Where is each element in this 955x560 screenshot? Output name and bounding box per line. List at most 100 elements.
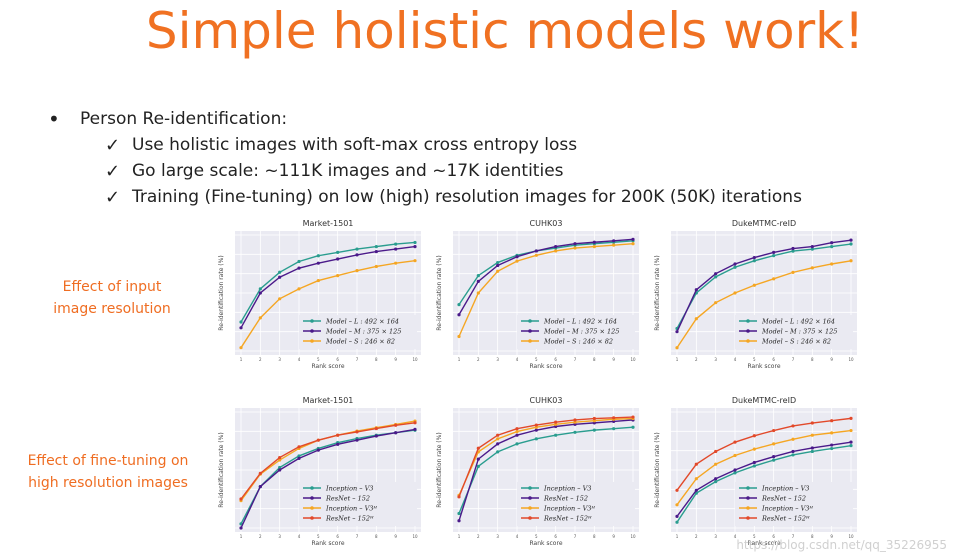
data-point [631, 415, 635, 419]
legend-label: ResNet – 152 [761, 494, 806, 502]
legend-marker [310, 496, 314, 500]
data-point [413, 240, 417, 245]
legend-marker [310, 506, 314, 510]
x-tick-label: 7 [356, 357, 359, 362]
data-point [752, 283, 756, 287]
data-point [714, 480, 718, 484]
legend-label: ResNet – 152 [325, 494, 370, 502]
legend-label: Inception – V3 [543, 484, 591, 492]
data-point [496, 450, 500, 454]
data-point [714, 301, 718, 305]
data-point [791, 424, 795, 428]
data-point [297, 266, 301, 270]
data-point [573, 242, 577, 246]
data-point [752, 464, 756, 468]
legend-label: Model – M : 375 × 125 [543, 327, 619, 335]
data-point [258, 287, 262, 291]
data-point [849, 238, 853, 242]
data-point [675, 520, 679, 524]
data-point [675, 503, 679, 507]
data-point [573, 430, 577, 434]
legend-label: Model – S : 246 × 82 [761, 337, 831, 345]
x-tick-label: 7 [792, 357, 795, 362]
data-point [355, 438, 359, 442]
x-tick-label: 9 [612, 357, 615, 362]
legend-label: ResNet – 152 [543, 494, 588, 502]
watermark: https://blog.csdn.net/qq_35226955 [736, 538, 947, 552]
data-point [791, 249, 795, 253]
data-point [476, 279, 480, 283]
chart-cuhk-finetune: 1 2 3 4 5 6 7 8 9 10 CUHK03 Rank score Re-identifica… [425, 392, 645, 547]
x-tick-label: 9 [394, 534, 397, 539]
data-point [534, 423, 538, 427]
x-tick-label: 6 [772, 357, 775, 362]
data-point [810, 266, 814, 270]
series-line [458, 419, 634, 521]
chart-title: DukeMTMC-reID [732, 219, 796, 228]
legend-marker [528, 319, 532, 323]
data-point [278, 458, 282, 462]
data-point [554, 249, 558, 253]
legend-label: ResNet – 152ᴴ [325, 514, 374, 522]
series-line [240, 241, 416, 323]
data-point [733, 291, 737, 295]
x-tick-label: 10 [412, 534, 418, 539]
chart-title: DukeMTMC-reID [732, 396, 796, 405]
chart-duke-finetune: 1 2 3 4 5 6 7 8 9 10 DukeMTMC-reID Rank score Re-ide… [643, 392, 863, 547]
x-tick-label: 5 [317, 534, 320, 539]
bullet-text: Use holistic images with soft-max cross … [132, 135, 578, 155]
x-axis-label: Rank score [311, 363, 344, 370]
data-point [791, 270, 795, 274]
x-tick-label: 10 [630, 357, 636, 362]
data-point [534, 437, 538, 441]
x-tick-label: 2 [695, 357, 698, 362]
data-point [810, 449, 814, 454]
x-tick-label: 6 [336, 534, 339, 539]
data-point [714, 462, 718, 466]
data-point [612, 243, 616, 247]
x-tick-label: 2 [695, 534, 698, 539]
data-point [496, 263, 500, 268]
y-axis-label: Re-identification rate (%) [218, 432, 225, 507]
series-line [676, 441, 852, 517]
data-point [476, 457, 480, 461]
legend-marker [746, 329, 750, 333]
x-tick-label: 1 [240, 534, 243, 539]
data-point [592, 416, 596, 421]
chart-svg: 1 2 3 4 5 6 7 8 9 10 Market-1501 Rank score Re-ident… [218, 396, 421, 547]
data-point [239, 526, 243, 530]
data-point [573, 246, 577, 250]
x-tick-label: 8 [593, 534, 596, 539]
legend-marker [746, 496, 750, 500]
data-point [830, 245, 834, 249]
legend-marker [528, 486, 532, 490]
data-point [791, 449, 795, 454]
data-point [394, 261, 398, 265]
legend-label: ResNet – 152ᴴ [761, 514, 810, 522]
legend-label: Model – S : 246 × 82 [543, 337, 613, 345]
data-point [394, 242, 398, 246]
x-tick-label: 2 [477, 534, 480, 539]
bullet-list: • Person Re-identification: ✓ Use holist… [48, 106, 802, 210]
data-point [810, 433, 814, 437]
bullet-item: • Person Re-identification: [48, 106, 802, 132]
data-point [810, 245, 814, 249]
data-point [592, 240, 596, 244]
data-point [355, 247, 359, 251]
data-point [612, 239, 616, 243]
x-tick-label: 4 [734, 534, 737, 539]
data-point [374, 249, 378, 254]
chart-title: Market-1501 [303, 396, 354, 405]
data-point [278, 468, 282, 472]
series-line [240, 245, 416, 329]
data-point [394, 247, 398, 251]
data-point [355, 269, 359, 273]
data-point [278, 297, 282, 301]
data-point [714, 272, 718, 276]
chart-title: Market-1501 [303, 219, 354, 228]
data-point [457, 303, 461, 307]
data-point [534, 249, 538, 253]
legend-label: Model – M : 375 × 125 [325, 327, 401, 335]
data-point [534, 428, 538, 432]
data-point [554, 433, 558, 437]
